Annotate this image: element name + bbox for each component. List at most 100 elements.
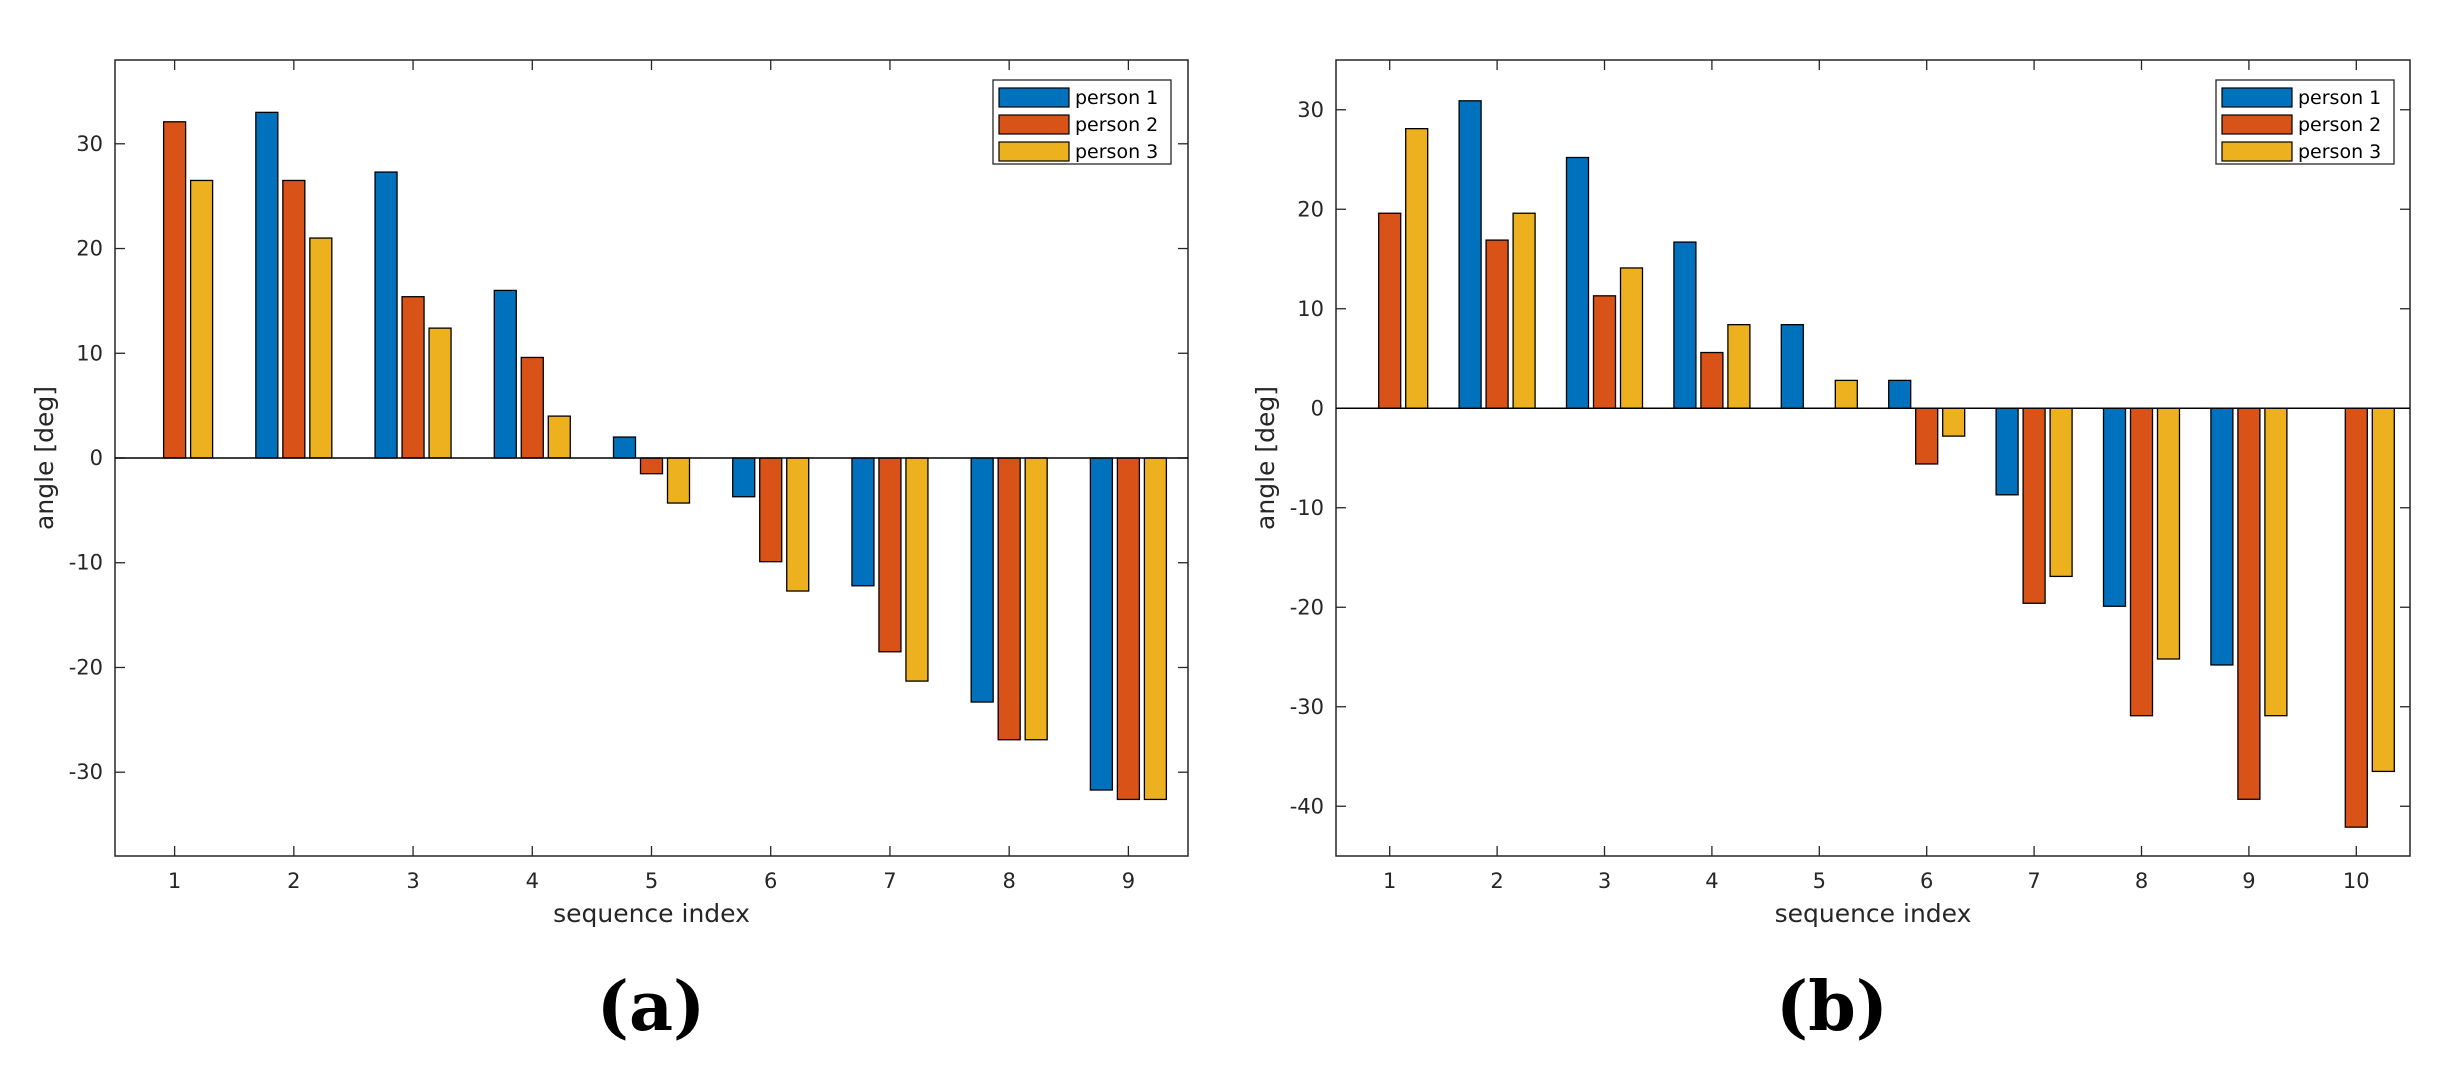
bar-person-3-7	[905, 457, 929, 682]
legend-swatch	[2221, 141, 2293, 162]
y-tick-label: 20	[76, 237, 103, 261]
bar-person-2-10	[2344, 407, 2368, 828]
legend-entry: person 2	[1075, 114, 1158, 136]
legend-entry: person 1	[2298, 87, 2381, 109]
bar-person-2-1	[162, 121, 187, 459]
legend-swatch	[2221, 87, 2293, 108]
x-tick-label: 9	[1122, 869, 1135, 893]
x-tick-label: 6	[764, 869, 777, 893]
x-tick-label: 8	[1002, 869, 1015, 893]
bar-person-2-5	[639, 457, 664, 475]
bar-person-2-4	[520, 356, 544, 459]
bar-person-1-3	[1565, 156, 1590, 409]
bar-person-3-1	[189, 179, 214, 459]
x-tick-label: 7	[2027, 869, 2040, 893]
bar-person-2-3	[1592, 295, 1617, 409]
x-axis-label: sequence index	[553, 899, 750, 928]
bar-person-3-9	[2264, 407, 2288, 717]
bar-person-1-8	[2102, 407, 2127, 607]
chart-panel-1: -30 -20 -10 0 10 20 30 1 2 3 4 5 6 7 8 9 sequence index a…	[30, 59, 1189, 1047]
panel-label: (a)	[597, 967, 705, 1047]
bar-person-3-4	[1727, 324, 1751, 409]
x-tick-label: 9	[2242, 869, 2255, 893]
bar-person-3-8	[2156, 407, 2181, 660]
bar-person-3-9	[1143, 457, 1168, 801]
x-tick-label: 7	[883, 869, 896, 893]
bar-person-3-5	[1834, 379, 1858, 409]
y-tick-label: 10	[76, 341, 103, 365]
bar-person-3-1	[1405, 128, 1429, 409]
bar-person-2-2	[1485, 239, 1509, 409]
bar-person-3-10	[2371, 407, 2395, 773]
legend-swatch	[2221, 114, 2293, 135]
legend-entry: person 3	[1075, 141, 1158, 163]
bar-person-1-8	[970, 457, 994, 703]
bar-person-1-2	[1458, 100, 1482, 409]
y-tick-label: 30	[76, 132, 103, 156]
legend-entry: person 1	[1075, 87, 1158, 109]
bar-person-1-6	[1888, 379, 1912, 409]
bar-person-2-7	[2022, 407, 2046, 604]
bar-person-1-4	[1673, 241, 1697, 409]
bar-person-2-9	[1116, 457, 1141, 801]
bar-person-1-3	[374, 171, 398, 459]
x-tick-label: 4	[1705, 869, 1718, 893]
x-tick-label: 3	[406, 869, 419, 893]
bar-person-1-2	[255, 111, 279, 459]
x-tick-label: 2	[1490, 869, 1503, 893]
bar-person-2-8	[2129, 407, 2154, 717]
y-tick-label: 20	[1297, 197, 1324, 221]
x-tick-label: 1	[1383, 869, 1396, 893]
legend-entry: person 3	[2298, 141, 2381, 163]
y-tick-label: 10	[1297, 297, 1324, 321]
legend-entry: person 2	[2298, 114, 2381, 136]
y-tick-label: -10	[69, 551, 103, 575]
y-axis-label: angle [deg]	[1251, 386, 1280, 530]
bar-person-2-4	[1700, 351, 1724, 409]
x-tick-label: 5	[645, 869, 658, 893]
y-tick-label: -20	[1290, 595, 1324, 619]
y-tick-label: -20	[69, 655, 103, 679]
x-tick-label: 5	[1813, 869, 1826, 893]
bar-person-3-3	[428, 327, 452, 459]
bar-person-1-9	[2210, 407, 2234, 666]
bar-person-3-2	[309, 237, 333, 459]
y-tick-label: -30	[1290, 695, 1324, 719]
bar-person-3-3	[1619, 267, 1644, 409]
x-axis-label: sequence index	[1775, 899, 1972, 928]
y-axis-label: angle [deg]	[30, 386, 59, 530]
bar-person-1-4	[493, 289, 517, 459]
y-tick-label: -10	[1290, 496, 1324, 520]
bar-person-1-7	[1995, 407, 2019, 496]
y-tick-label: 30	[1297, 98, 1324, 122]
bar-person-2-3	[401, 296, 425, 459]
bar-person-1-7	[851, 457, 875, 587]
legend-swatch	[998, 114, 1070, 135]
bar-person-3-7	[2049, 407, 2073, 578]
x-tick-label: 4	[526, 869, 539, 893]
x-tick-label: 1	[168, 869, 181, 893]
bar-person-2-9	[2237, 407, 2261, 800]
y-tick-label: -40	[1290, 794, 1324, 818]
bar-person-3-6	[1942, 407, 1966, 437]
x-tick-label: 2	[287, 869, 300, 893]
bar-person-1-5	[1780, 324, 1804, 409]
bar-person-1-9	[1089, 457, 1114, 791]
bar-person-3-2	[1512, 212, 1536, 409]
bar-person-2-6	[1915, 407, 1939, 465]
bar-person-2-6	[759, 457, 783, 563]
bar-person-2-7	[878, 457, 902, 653]
chart-panel-2: -40 -30 -20 -10 0 10 20 30 1 2 3 4 5 6 7 8 9 10 sequence i…	[1251, 59, 2411, 1047]
y-tick-label: 0	[90, 446, 103, 470]
x-tick-label: 3	[1598, 869, 1611, 893]
bar-person-1-5	[612, 436, 637, 459]
legend-swatch	[998, 141, 1070, 162]
bar-person-2-2	[282, 179, 306, 459]
bar-person-2-8	[997, 457, 1021, 741]
legend-swatch	[998, 87, 1070, 108]
panel-label: (b)	[1776, 967, 1888, 1047]
bar-person-2-1	[1378, 212, 1402, 409]
y-tick-label: -30	[69, 760, 103, 784]
bar-person-3-8	[1024, 457, 1048, 741]
